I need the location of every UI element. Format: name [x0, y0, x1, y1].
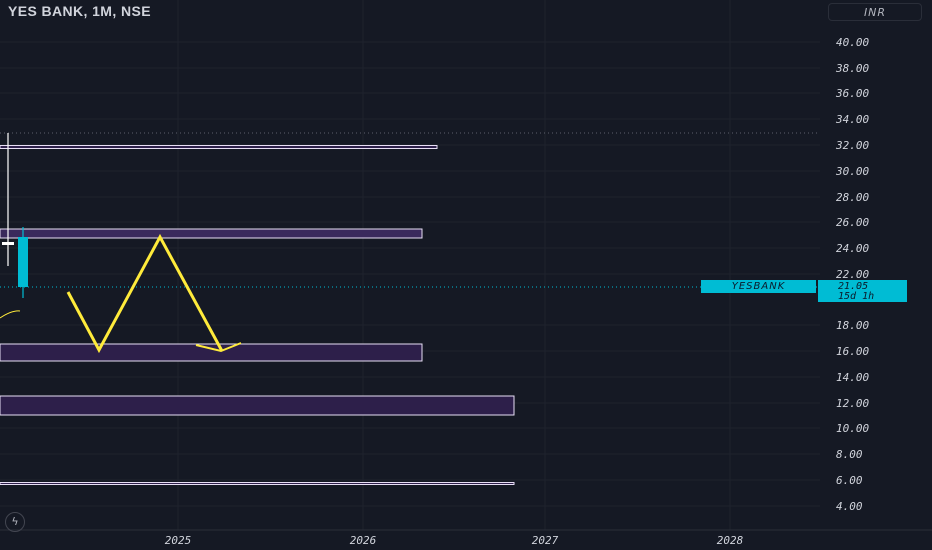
candles: [2, 133, 28, 298]
price-tick: 40.00: [836, 36, 869, 49]
drawing-curve[interactable]: [0, 310, 21, 319]
price-tick: 34.00: [835, 113, 869, 126]
last-price-value: 21.05: [838, 281, 869, 292]
price-axis[interactable]: 40.00 38.00 36.00 34.00 32.00 30.00 28.0…: [835, 36, 869, 513]
time-tick: 2027: [532, 534, 559, 547]
price-tick: 6.00: [836, 474, 863, 487]
time-tick: 2025: [165, 534, 192, 547]
grid-horizontal: [0, 41, 820, 507]
price-tick: 10.00: [836, 422, 869, 435]
time-tick: 2026: [350, 534, 377, 547]
price-tick: 8.00: [836, 448, 863, 461]
price-tick: 28.00: [836, 191, 869, 204]
price-tick: 22.00: [836, 268, 869, 281]
zone-rect-12[interactable]: [0, 395, 515, 416]
candle-body-1: [2, 242, 14, 245]
drawing-zigzag[interactable]: [66, 233, 224, 354]
price-tick: 18.00: [836, 319, 869, 332]
price-tick: 14.00: [836, 371, 869, 384]
symbol-price-label: YESBANK: [701, 280, 816, 293]
price-tick: 32.00: [835, 139, 869, 152]
currency-button[interactable]: INR: [828, 3, 922, 21]
price-tick: 24.00: [836, 242, 869, 255]
zone-rect-6[interactable]: [0, 482, 515, 485]
zone-rect-25[interactable]: [0, 228, 423, 239]
candle-body-2: [18, 237, 28, 287]
time-tick: 2028: [717, 534, 744, 547]
price-tick: 36.00: [835, 87, 869, 100]
price-tick: 30.00: [835, 165, 869, 178]
grid-vertical: [177, 0, 731, 530]
price-tick: 38.00: [835, 62, 869, 75]
price-tick: 16.00: [836, 345, 869, 358]
price-tick: 4.00: [836, 500, 863, 513]
price-tick: 26.00: [836, 216, 869, 229]
last-price-badge: 21.05 15d 1h: [818, 280, 907, 302]
lightning-icon[interactable]: ϟ: [5, 512, 25, 532]
symbol-title[interactable]: YES BANK, 1M, NSE: [8, 3, 151, 19]
drawing-arrowhead[interactable]: [195, 342, 242, 353]
price-tick: 12.00: [836, 397, 869, 410]
zone-rect-32[interactable]: [0, 145, 438, 149]
zone-rect-16[interactable]: [0, 343, 423, 362]
time-axis[interactable]: 2025 2026 2027 2028: [165, 534, 744, 547]
bar-countdown: 15d 1h: [838, 291, 875, 302]
